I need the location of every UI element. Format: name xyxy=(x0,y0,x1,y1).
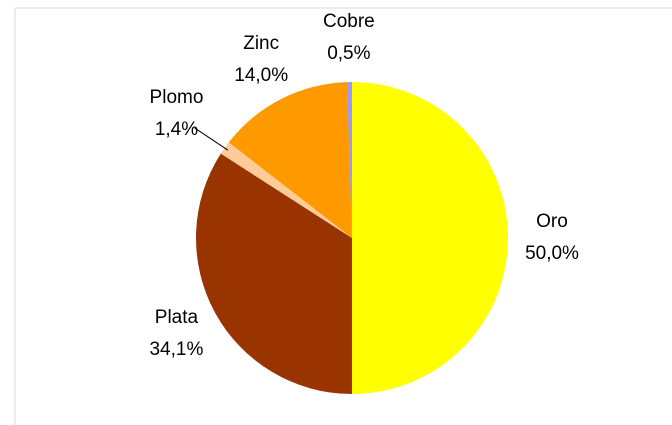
pie-slice xyxy=(347,82,352,238)
slice-value: 14,0% xyxy=(234,65,288,86)
slice-value: 1,4% xyxy=(155,119,198,140)
slice-value: 34,1% xyxy=(149,339,203,360)
slice-name: Plomo xyxy=(150,87,204,108)
slice-value: 50,0% xyxy=(525,243,579,264)
slice-name: Cobre xyxy=(323,11,375,32)
pie-slice xyxy=(352,82,508,394)
slice-name: Zinc xyxy=(243,33,279,54)
pie-slice xyxy=(220,142,352,238)
pie-slice xyxy=(228,82,352,239)
slice-name: Plata xyxy=(155,307,199,328)
leader-line xyxy=(194,127,229,151)
pie-slice xyxy=(196,153,352,394)
slice-value: 0,5% xyxy=(327,43,370,64)
slice-name: Oro xyxy=(536,211,568,232)
